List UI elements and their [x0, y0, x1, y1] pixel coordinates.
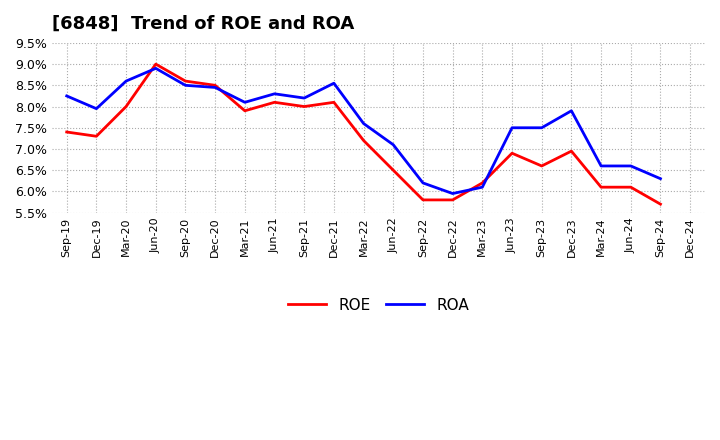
ROA [597, 163, 606, 169]
ROA [240, 100, 249, 105]
ROA [270, 91, 279, 96]
ROA [508, 125, 516, 130]
Legend: ROE, ROA: ROE, ROA [282, 292, 475, 319]
ROE [449, 197, 457, 202]
ROE [626, 184, 635, 190]
ROA [151, 66, 160, 71]
ROE [567, 148, 576, 154]
ROA [181, 83, 190, 88]
ROA [389, 142, 397, 147]
Line: ROE: ROE [67, 64, 660, 204]
ROA [567, 108, 576, 114]
ROA [122, 78, 130, 84]
Line: ROA: ROA [67, 68, 660, 194]
ROE [300, 104, 309, 109]
ROE [597, 184, 606, 190]
ROA [656, 176, 665, 181]
ROE [418, 197, 427, 202]
ROE [63, 129, 71, 135]
ROA [537, 125, 546, 130]
ROE [151, 62, 160, 67]
ROE [240, 108, 249, 114]
ROA [330, 81, 338, 86]
ROE [211, 83, 220, 88]
ROE [389, 168, 397, 173]
ROA [63, 93, 71, 99]
ROE [92, 134, 101, 139]
ROE [508, 150, 516, 156]
ROA [359, 121, 368, 126]
ROE [478, 180, 487, 186]
ROA [478, 184, 487, 190]
ROA [626, 163, 635, 169]
ROE [330, 100, 338, 105]
ROE [122, 104, 130, 109]
ROE [181, 78, 190, 84]
ROE [537, 163, 546, 169]
ROE [359, 138, 368, 143]
ROE [656, 202, 665, 207]
ROE [270, 100, 279, 105]
ROA [92, 106, 101, 111]
Text: [6848]  Trend of ROE and ROA: [6848] Trend of ROE and ROA [52, 15, 354, 33]
ROA [418, 180, 427, 186]
ROA [300, 95, 309, 101]
ROA [211, 85, 220, 90]
ROA [449, 191, 457, 196]
